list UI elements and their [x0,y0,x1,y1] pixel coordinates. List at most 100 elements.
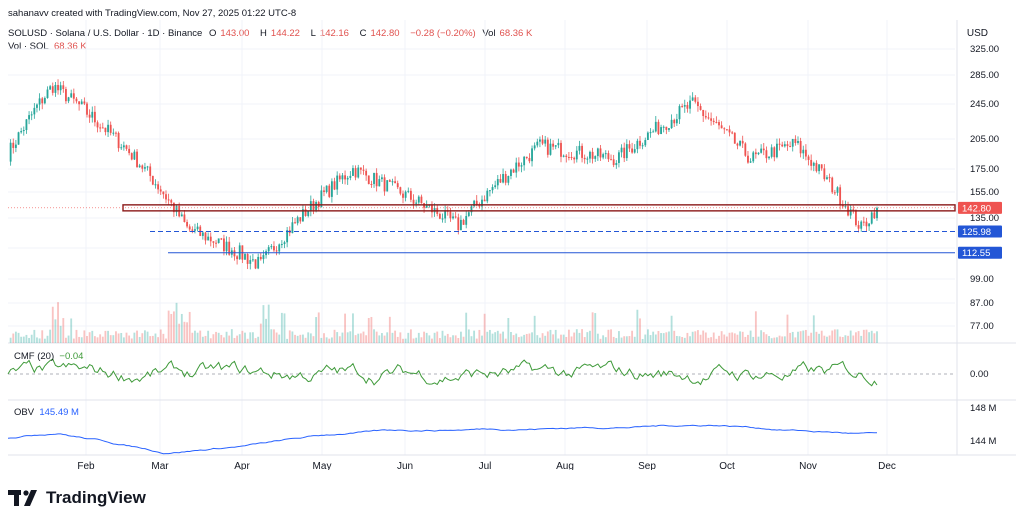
candle-body [259,256,262,260]
candle-body [670,119,673,129]
candle-body [38,98,41,105]
volume-bar [12,333,15,343]
volume-bar [62,318,65,343]
low-value: 142.16 [319,28,349,39]
volume-bar [681,337,684,343]
volume-bar [554,329,557,343]
candle-body [170,200,173,203]
candle-body [633,149,636,153]
volume-bar [286,338,289,343]
candle-body [552,143,555,147]
volume-bar [38,338,41,343]
candle-body [14,144,17,148]
cmf-pane [7,358,955,387]
volume-bar [641,338,644,343]
attribution: sahanavv created with TradingView.com, N… [8,8,297,19]
volume-bar [754,311,757,343]
volume-bar [762,332,765,343]
volume-bar [720,331,723,343]
volume-bar [154,333,157,343]
candle-body [618,152,620,163]
candle-body [338,175,341,180]
cmf-legend: CMF (20) −0.04 [14,351,84,362]
candle-body [215,242,217,244]
volume-bar [628,336,631,343]
volume-bar [504,338,507,343]
volume-bar [412,338,415,343]
candle-body [267,247,270,252]
volume-bar [799,331,802,343]
candle-body [57,84,59,91]
volume-bar [615,338,618,343]
candle-body [826,177,828,180]
candle-body [220,238,223,240]
candle-body [257,256,260,269]
chart-grid [8,20,1016,456]
candle-body [209,236,212,242]
volume-bar [604,337,607,343]
candle-body [596,148,599,157]
candle-body [296,217,299,224]
candle-body [180,214,183,217]
volume-bar [697,330,699,343]
volume-bar [270,329,273,343]
volume-bar [849,330,852,343]
candle-body [839,187,842,205]
volume-bar [51,306,54,343]
time-tick: Nov [799,461,817,470]
volume-bar [128,335,131,343]
candle-body [873,212,876,219]
candle-body [657,121,660,135]
volume-bar [536,335,539,343]
candle-body [62,85,65,90]
candle-body [791,138,794,147]
volume-bar [149,336,152,343]
volume-bar [739,331,741,343]
volume-bar [510,332,512,343]
candle-body [567,156,570,158]
volume-bar [662,333,665,343]
candle-body [733,132,736,144]
candle-body [346,177,349,180]
time-tick: Mar [151,461,169,470]
volume-bar [257,336,260,343]
volume-bar [254,338,257,343]
candle-body [146,166,149,168]
volume-bar [283,313,286,343]
change-value: −0.28 (−0.20%) [410,28,476,39]
volume-bar [715,338,718,343]
volume-bar [370,316,373,343]
volume-bar [712,332,715,343]
volume-bar [683,337,686,343]
cmf-tick: 0.00 [970,369,989,380]
price-tick: 245.00 [970,99,999,110]
volume-bar [273,329,275,343]
candle-body [820,164,823,169]
volume-bar [475,338,478,343]
candle-body [818,164,820,172]
candle-body [467,212,470,216]
volume-bar [486,331,489,343]
volume-bar [404,338,407,343]
volume-bar [354,335,357,343]
candle-body [417,196,420,203]
volume-bar [112,335,115,343]
candle-body [275,250,278,252]
price-label-box [958,201,1002,214]
price-levels [8,204,956,254]
volume-bar [107,330,109,343]
candle-body [367,175,370,184]
candle-body [496,179,499,186]
volume-bar [302,334,304,343]
volume-bar [454,335,457,343]
candle-body [409,190,412,200]
volume-bar [223,337,225,343]
volume-bar [241,330,244,343]
tradingview-logo[interactable]: TradingView [8,488,146,508]
candle-body [65,89,67,102]
volume-bar [83,330,86,343]
volume-bar [17,332,20,343]
candle-body [452,216,454,219]
volume-bar [820,330,823,343]
candle-body [51,86,54,93]
